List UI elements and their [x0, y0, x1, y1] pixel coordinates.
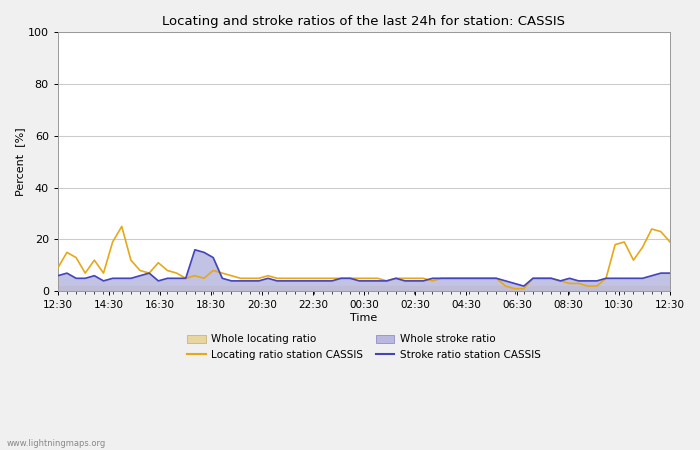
Y-axis label: Percent  [%]: Percent [%]	[15, 127, 25, 196]
Text: www.lightningmaps.org: www.lightningmaps.org	[7, 439, 106, 448]
Title: Locating and stroke ratios of the last 24h for station: CASSIS: Locating and stroke ratios of the last 2…	[162, 15, 566, 28]
X-axis label: Time: Time	[350, 313, 377, 323]
Legend: Whole locating ratio, Locating ratio station CASSIS, Whole stroke ratio, Stroke : Whole locating ratio, Locating ratio sta…	[183, 330, 545, 364]
